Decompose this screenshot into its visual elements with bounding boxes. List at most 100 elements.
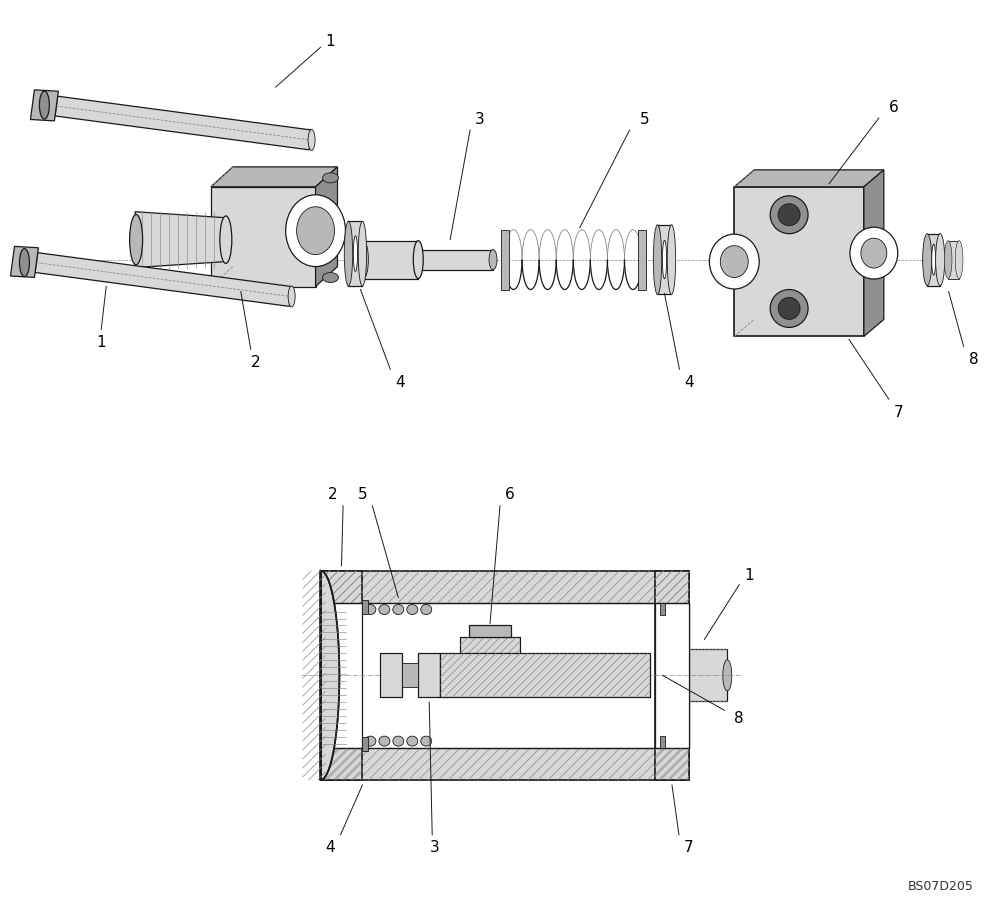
Text: 3: 3 bbox=[475, 111, 485, 127]
Polygon shape bbox=[734, 170, 884, 188]
Ellipse shape bbox=[393, 605, 404, 615]
Ellipse shape bbox=[421, 736, 432, 746]
Ellipse shape bbox=[288, 287, 295, 308]
Polygon shape bbox=[348, 222, 362, 287]
Ellipse shape bbox=[421, 605, 432, 615]
Ellipse shape bbox=[720, 246, 748, 278]
Ellipse shape bbox=[297, 208, 335, 255]
Polygon shape bbox=[321, 571, 362, 780]
Ellipse shape bbox=[770, 197, 808, 234]
Ellipse shape bbox=[778, 298, 800, 320]
Polygon shape bbox=[655, 603, 689, 748]
Polygon shape bbox=[362, 737, 368, 752]
Polygon shape bbox=[655, 571, 689, 780]
Text: 2: 2 bbox=[328, 486, 338, 502]
Ellipse shape bbox=[489, 251, 497, 271]
Ellipse shape bbox=[365, 736, 376, 746]
Text: 4: 4 bbox=[395, 374, 405, 389]
Text: 2: 2 bbox=[251, 354, 261, 369]
Ellipse shape bbox=[923, 234, 932, 286]
Polygon shape bbox=[501, 230, 509, 291]
Polygon shape bbox=[927, 234, 940, 286]
Polygon shape bbox=[321, 571, 339, 780]
Ellipse shape bbox=[393, 736, 404, 746]
Ellipse shape bbox=[653, 225, 662, 295]
Polygon shape bbox=[55, 97, 312, 150]
Ellipse shape bbox=[407, 736, 418, 746]
Ellipse shape bbox=[407, 605, 418, 615]
Text: 4: 4 bbox=[685, 374, 694, 389]
Ellipse shape bbox=[358, 222, 367, 287]
Text: 8: 8 bbox=[969, 352, 978, 366]
Polygon shape bbox=[402, 663, 418, 688]
Polygon shape bbox=[638, 230, 646, 291]
Polygon shape bbox=[660, 736, 665, 748]
Polygon shape bbox=[211, 168, 337, 188]
Polygon shape bbox=[321, 603, 362, 748]
Text: 1: 1 bbox=[96, 334, 106, 350]
Polygon shape bbox=[321, 603, 689, 748]
Text: 5: 5 bbox=[640, 111, 649, 127]
Polygon shape bbox=[658, 225, 671, 295]
Text: 3: 3 bbox=[429, 839, 439, 855]
Ellipse shape bbox=[778, 205, 800, 227]
Polygon shape bbox=[380, 654, 402, 698]
Text: 1: 1 bbox=[744, 568, 754, 582]
Text: 1: 1 bbox=[326, 34, 335, 48]
Ellipse shape bbox=[936, 234, 945, 286]
Text: 6: 6 bbox=[505, 486, 515, 502]
Polygon shape bbox=[660, 603, 665, 615]
Text: BS07D205: BS07D205 bbox=[908, 879, 974, 892]
Ellipse shape bbox=[413, 241, 423, 280]
Text: 4: 4 bbox=[326, 839, 335, 855]
Ellipse shape bbox=[353, 237, 358, 272]
Polygon shape bbox=[689, 650, 727, 701]
Ellipse shape bbox=[323, 273, 338, 283]
Text: 7: 7 bbox=[894, 404, 904, 419]
Ellipse shape bbox=[358, 241, 368, 280]
Ellipse shape bbox=[709, 235, 759, 290]
Ellipse shape bbox=[379, 736, 390, 746]
Ellipse shape bbox=[379, 605, 390, 615]
Ellipse shape bbox=[323, 174, 338, 184]
Polygon shape bbox=[321, 571, 689, 780]
Text: 5: 5 bbox=[358, 486, 367, 502]
Polygon shape bbox=[11, 247, 38, 278]
Ellipse shape bbox=[308, 130, 315, 151]
Text: 8: 8 bbox=[734, 710, 744, 725]
Polygon shape bbox=[363, 241, 418, 280]
Polygon shape bbox=[30, 91, 58, 122]
Ellipse shape bbox=[850, 228, 898, 280]
Text: 7: 7 bbox=[684, 839, 694, 855]
Polygon shape bbox=[211, 188, 316, 287]
Text: 6: 6 bbox=[889, 99, 899, 115]
Polygon shape bbox=[864, 170, 884, 337]
Ellipse shape bbox=[770, 291, 808, 328]
Polygon shape bbox=[316, 168, 337, 287]
Ellipse shape bbox=[723, 660, 732, 691]
Ellipse shape bbox=[344, 222, 353, 287]
Polygon shape bbox=[460, 638, 520, 676]
Polygon shape bbox=[418, 251, 493, 271]
Polygon shape bbox=[418, 654, 440, 698]
Ellipse shape bbox=[19, 250, 29, 277]
Ellipse shape bbox=[130, 215, 143, 265]
Polygon shape bbox=[440, 654, 650, 698]
Ellipse shape bbox=[220, 217, 232, 264]
Polygon shape bbox=[362, 600, 368, 614]
Polygon shape bbox=[948, 241, 959, 280]
Ellipse shape bbox=[662, 241, 667, 280]
Ellipse shape bbox=[861, 239, 887, 269]
Ellipse shape bbox=[955, 241, 963, 280]
Ellipse shape bbox=[39, 92, 49, 120]
Ellipse shape bbox=[932, 245, 936, 276]
Ellipse shape bbox=[944, 241, 952, 280]
Ellipse shape bbox=[365, 605, 376, 615]
Polygon shape bbox=[413, 241, 418, 280]
Polygon shape bbox=[35, 253, 292, 307]
Polygon shape bbox=[734, 188, 864, 337]
Polygon shape bbox=[469, 626, 511, 638]
Ellipse shape bbox=[667, 225, 676, 295]
Ellipse shape bbox=[286, 196, 345, 267]
Polygon shape bbox=[135, 212, 226, 268]
